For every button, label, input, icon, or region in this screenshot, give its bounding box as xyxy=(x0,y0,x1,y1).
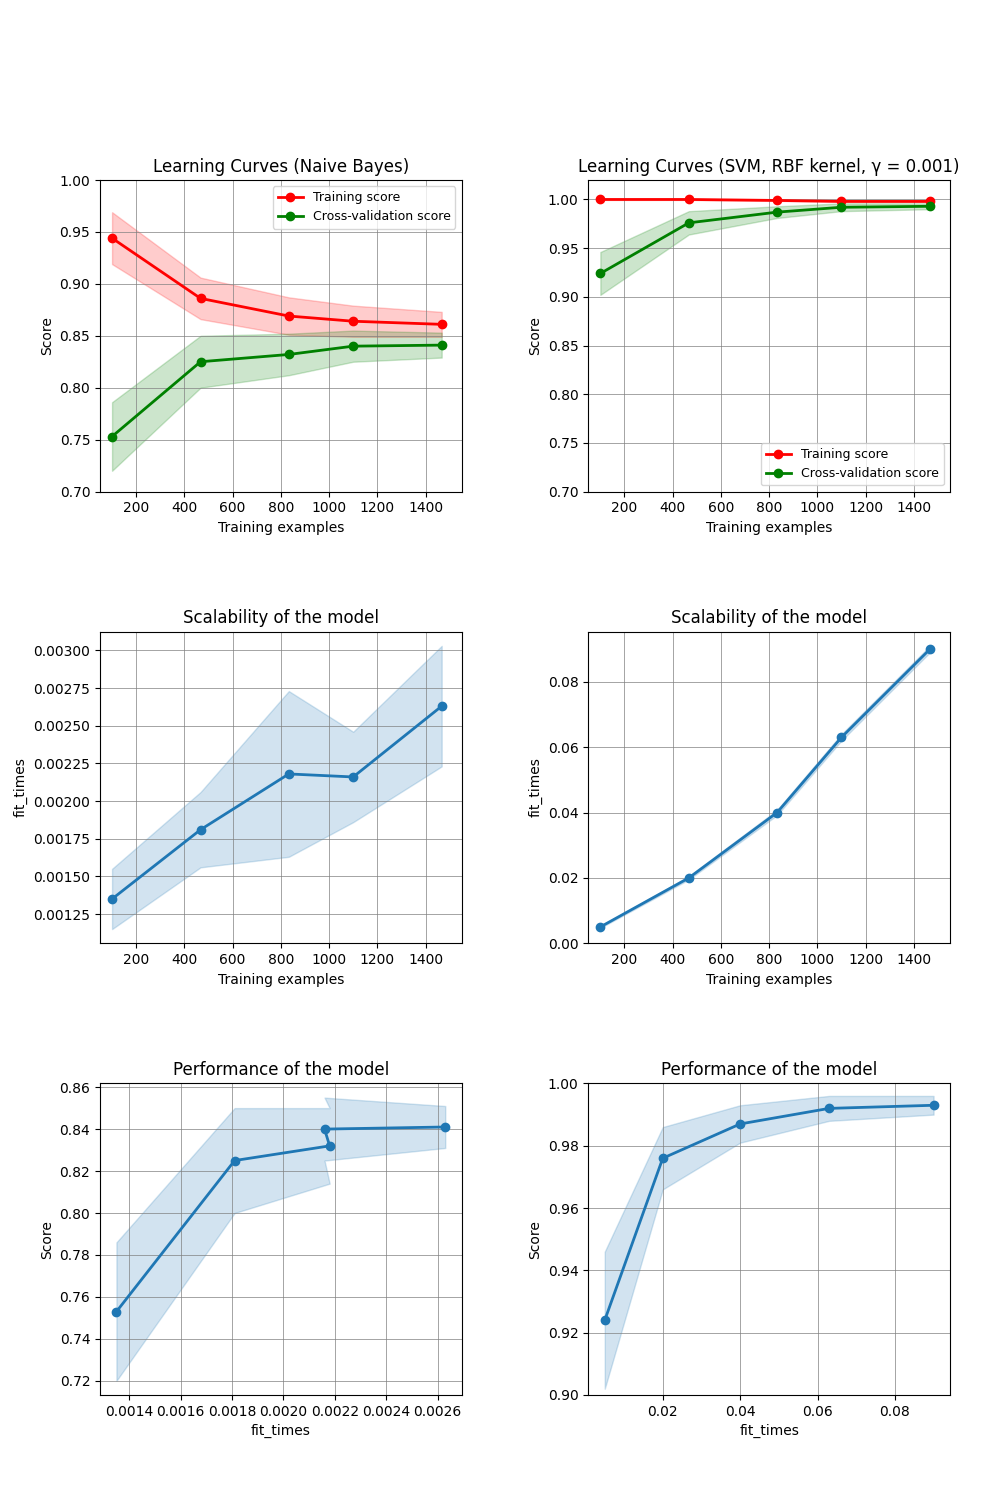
Training score xyxy=(924,192,936,210)
Training score xyxy=(106,230,118,248)
X-axis label: Training examples: Training examples xyxy=(218,520,344,536)
Line: Training score: Training score xyxy=(596,195,934,206)
Title: Learning Curves (Naive Bayes): Learning Curves (Naive Bayes) xyxy=(153,158,409,176)
Cross-validation score xyxy=(924,198,936,216)
Cross-validation score xyxy=(436,336,448,354)
Training score xyxy=(283,308,295,326)
X-axis label: fit_times: fit_times xyxy=(251,1425,311,1438)
Y-axis label: Score: Score xyxy=(528,316,542,356)
Legend: Training score, Cross-validation score: Training score, Cross-validation score xyxy=(273,186,455,228)
Line: Cross-validation score: Cross-validation score xyxy=(108,340,446,441)
Cross-validation score xyxy=(347,338,359,356)
X-axis label: Training examples: Training examples xyxy=(706,520,832,536)
Y-axis label: fit_times: fit_times xyxy=(14,758,28,818)
Y-axis label: Score: Score xyxy=(528,1220,542,1258)
Legend: Training score, Cross-validation score: Training score, Cross-validation score xyxy=(761,442,944,486)
Y-axis label: Score: Score xyxy=(40,316,54,356)
Cross-validation score xyxy=(594,264,606,282)
Cross-validation score xyxy=(195,352,207,370)
Cross-validation score xyxy=(283,345,295,363)
Training score xyxy=(347,312,359,330)
Line: Cross-validation score: Cross-validation score xyxy=(596,202,934,278)
Cross-validation score xyxy=(771,202,783,220)
Training score xyxy=(683,190,695,208)
Title: Scalability of the model: Scalability of the model xyxy=(183,609,379,627)
Title: Learning Curves (SVM, RBF kernel, γ = 0.001): Learning Curves (SVM, RBF kernel, γ = 0.… xyxy=(578,158,960,176)
Title: Performance of the model: Performance of the model xyxy=(173,1060,389,1078)
Cross-validation score xyxy=(106,427,118,445)
Training score xyxy=(594,190,606,208)
Training score xyxy=(771,192,783,210)
Title: Scalability of the model: Scalability of the model xyxy=(671,609,867,627)
Training score xyxy=(835,192,847,210)
Cross-validation score xyxy=(683,214,695,232)
Training score xyxy=(436,315,448,333)
Y-axis label: Score: Score xyxy=(40,1220,54,1258)
Training score xyxy=(195,290,207,308)
Cross-validation score xyxy=(835,198,847,216)
Title: Performance of the model: Performance of the model xyxy=(661,1060,877,1078)
X-axis label: fit_times: fit_times xyxy=(739,1425,799,1438)
X-axis label: Training examples: Training examples xyxy=(218,972,344,987)
Y-axis label: fit_times: fit_times xyxy=(528,758,542,818)
Line: Training score: Training score xyxy=(108,234,446,328)
X-axis label: Training examples: Training examples xyxy=(706,972,832,987)
